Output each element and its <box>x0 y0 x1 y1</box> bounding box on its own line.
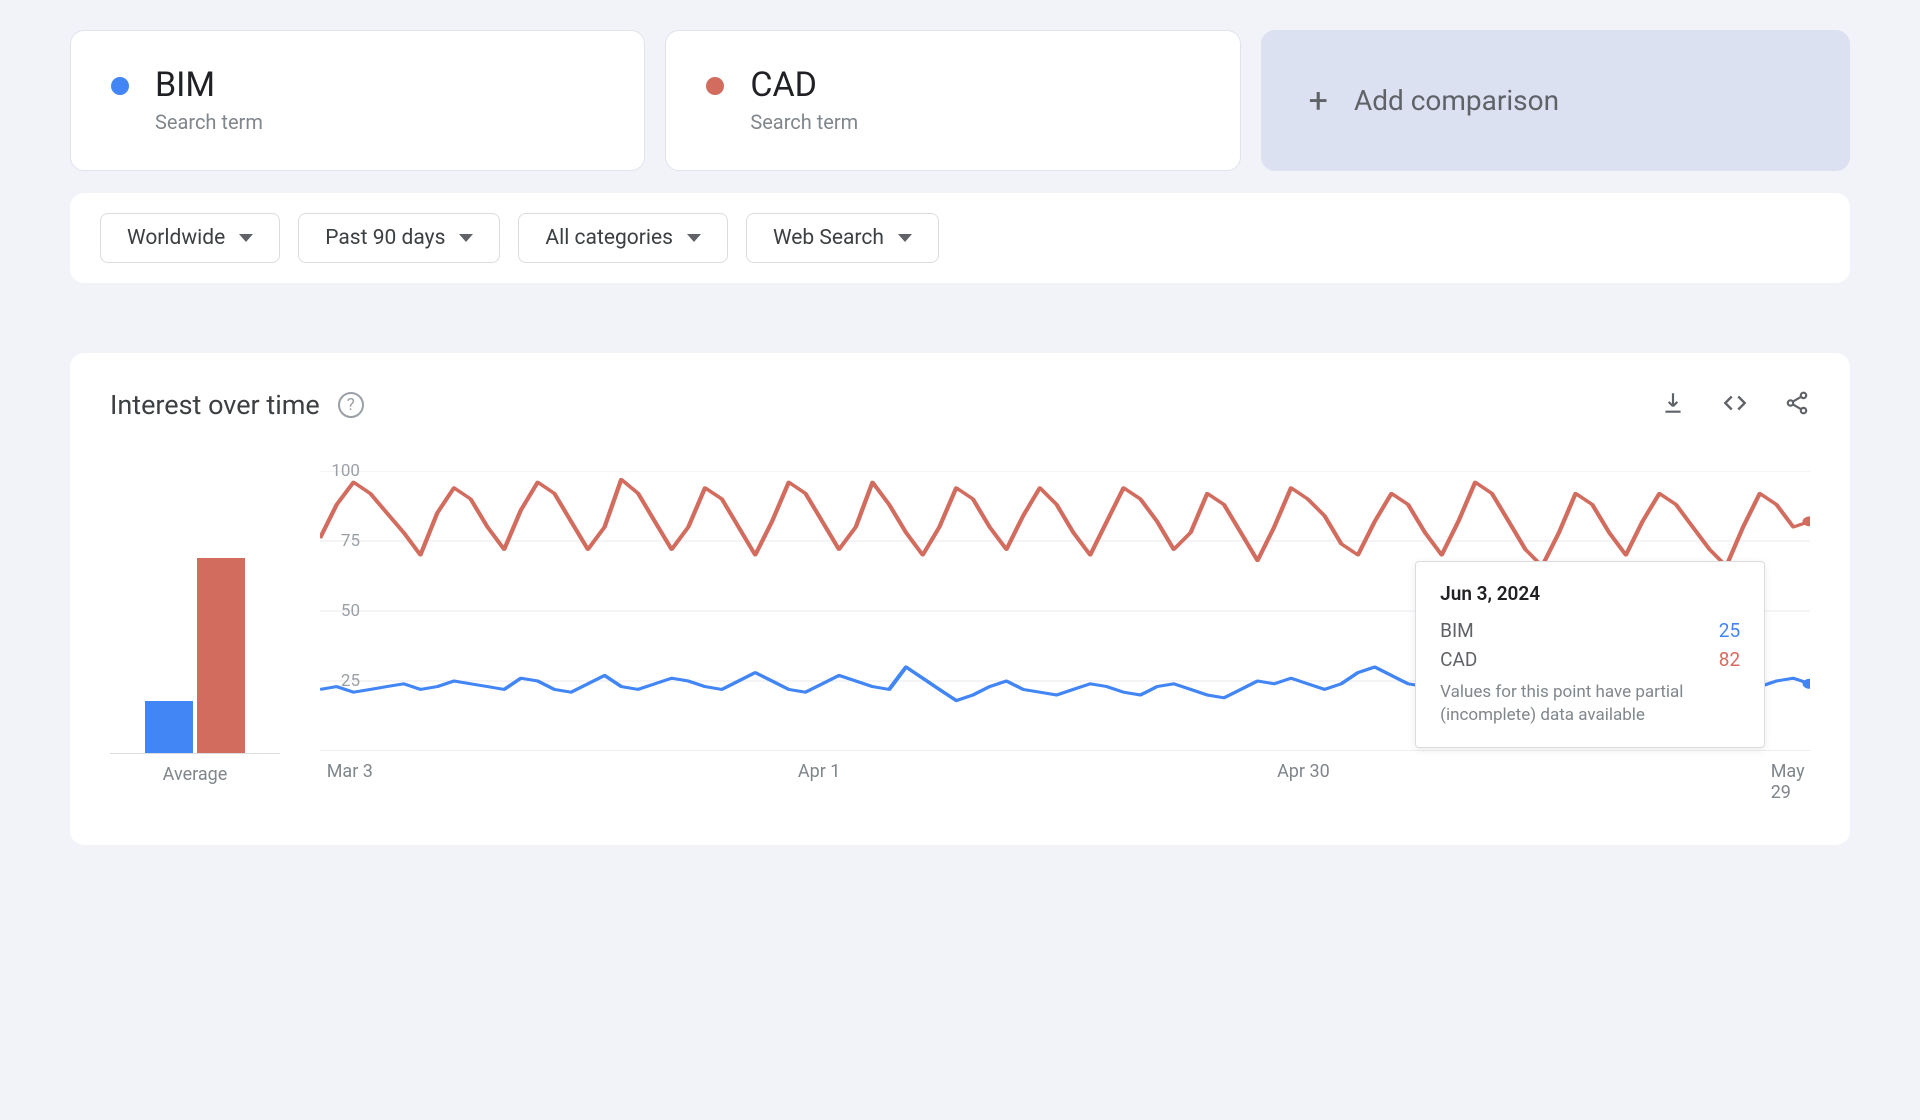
add-comparison-label: Add comparison <box>1354 84 1559 117</box>
tooltip-value-bim: 25 <box>1719 619 1740 642</box>
filter-timeframe-label: Past 90 days <box>325 226 445 250</box>
filter-search-type[interactable]: Web Search <box>746 213 939 263</box>
term-title: CAD <box>750 67 858 104</box>
embed-icon[interactable] <box>1720 390 1750 420</box>
filter-bar: Worldwide Past 90 days All categories We… <box>70 193 1850 283</box>
add-comparison-button[interactable]: + Add comparison <box>1261 30 1850 171</box>
filter-region[interactable]: Worldwide <box>100 213 280 263</box>
term-subtitle: Search term <box>750 110 858 134</box>
term-title: BIM <box>155 67 263 104</box>
term-card-cad[interactable]: CAD Search term <box>665 30 1240 171</box>
tooltip-label-bim: BIM <box>1440 619 1474 642</box>
panel-title: Interest over time <box>110 389 320 421</box>
tooltip-date: Jun 3, 2024 <box>1440 582 1740 605</box>
line-chart: 255075100 Mar 3Apr 1Apr 30May 29 Jun 3, … <box>320 471 1810 785</box>
average-label: Average <box>110 764 280 785</box>
interest-over-time-panel: Interest over time ? <box>70 353 1850 845</box>
chart-tooltip: Jun 3, 2024 BIM 25 CAD 82 Values for thi… <box>1415 561 1765 748</box>
chevron-down-icon <box>898 234 912 242</box>
filter-region-label: Worldwide <box>127 226 225 250</box>
filter-category[interactable]: All categories <box>518 213 728 263</box>
filter-search-type-label: Web Search <box>773 226 884 250</box>
share-icon[interactable] <box>1784 390 1810 420</box>
term-subtitle: Search term <box>155 110 263 134</box>
download-icon[interactable] <box>1660 390 1686 420</box>
avg-bar-bim <box>145 701 193 754</box>
tooltip-note: Values for this point have partial (inco… <box>1440 681 1740 727</box>
term-dot-bim <box>111 77 129 95</box>
chevron-down-icon <box>239 234 253 242</box>
plus-icon: + <box>1309 84 1328 118</box>
tooltip-value-cad: 82 <box>1719 648 1740 671</box>
term-card-bim[interactable]: BIM Search term <box>70 30 645 171</box>
comparison-cards-row: BIM Search term CAD Search term + Add co… <box>70 30 1850 171</box>
chevron-down-icon <box>687 234 701 242</box>
average-bar-block: Average <box>110 474 280 785</box>
avg-bar-cad <box>197 558 245 753</box>
tooltip-label-cad: CAD <box>1440 648 1477 671</box>
filter-timeframe[interactable]: Past 90 days <box>298 213 500 263</box>
chevron-down-icon <box>459 234 473 242</box>
filter-category-label: All categories <box>545 226 673 250</box>
term-dot-cad <box>706 77 724 95</box>
help-icon[interactable]: ? <box>338 392 364 418</box>
